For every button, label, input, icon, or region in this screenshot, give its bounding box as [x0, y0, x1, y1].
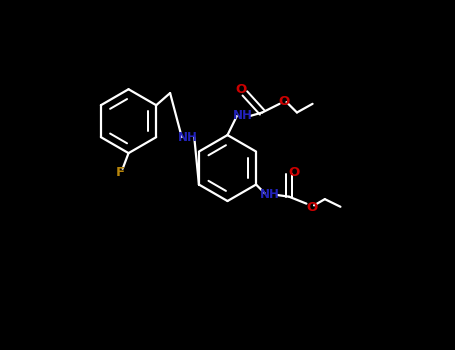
Text: F: F: [115, 166, 124, 179]
Text: NH: NH: [260, 188, 280, 202]
Text: O: O: [278, 94, 290, 107]
Text: O: O: [288, 166, 300, 179]
Text: O: O: [235, 83, 246, 96]
Text: NH: NH: [233, 110, 253, 122]
Text: O: O: [306, 201, 317, 214]
Text: NH: NH: [178, 131, 198, 144]
